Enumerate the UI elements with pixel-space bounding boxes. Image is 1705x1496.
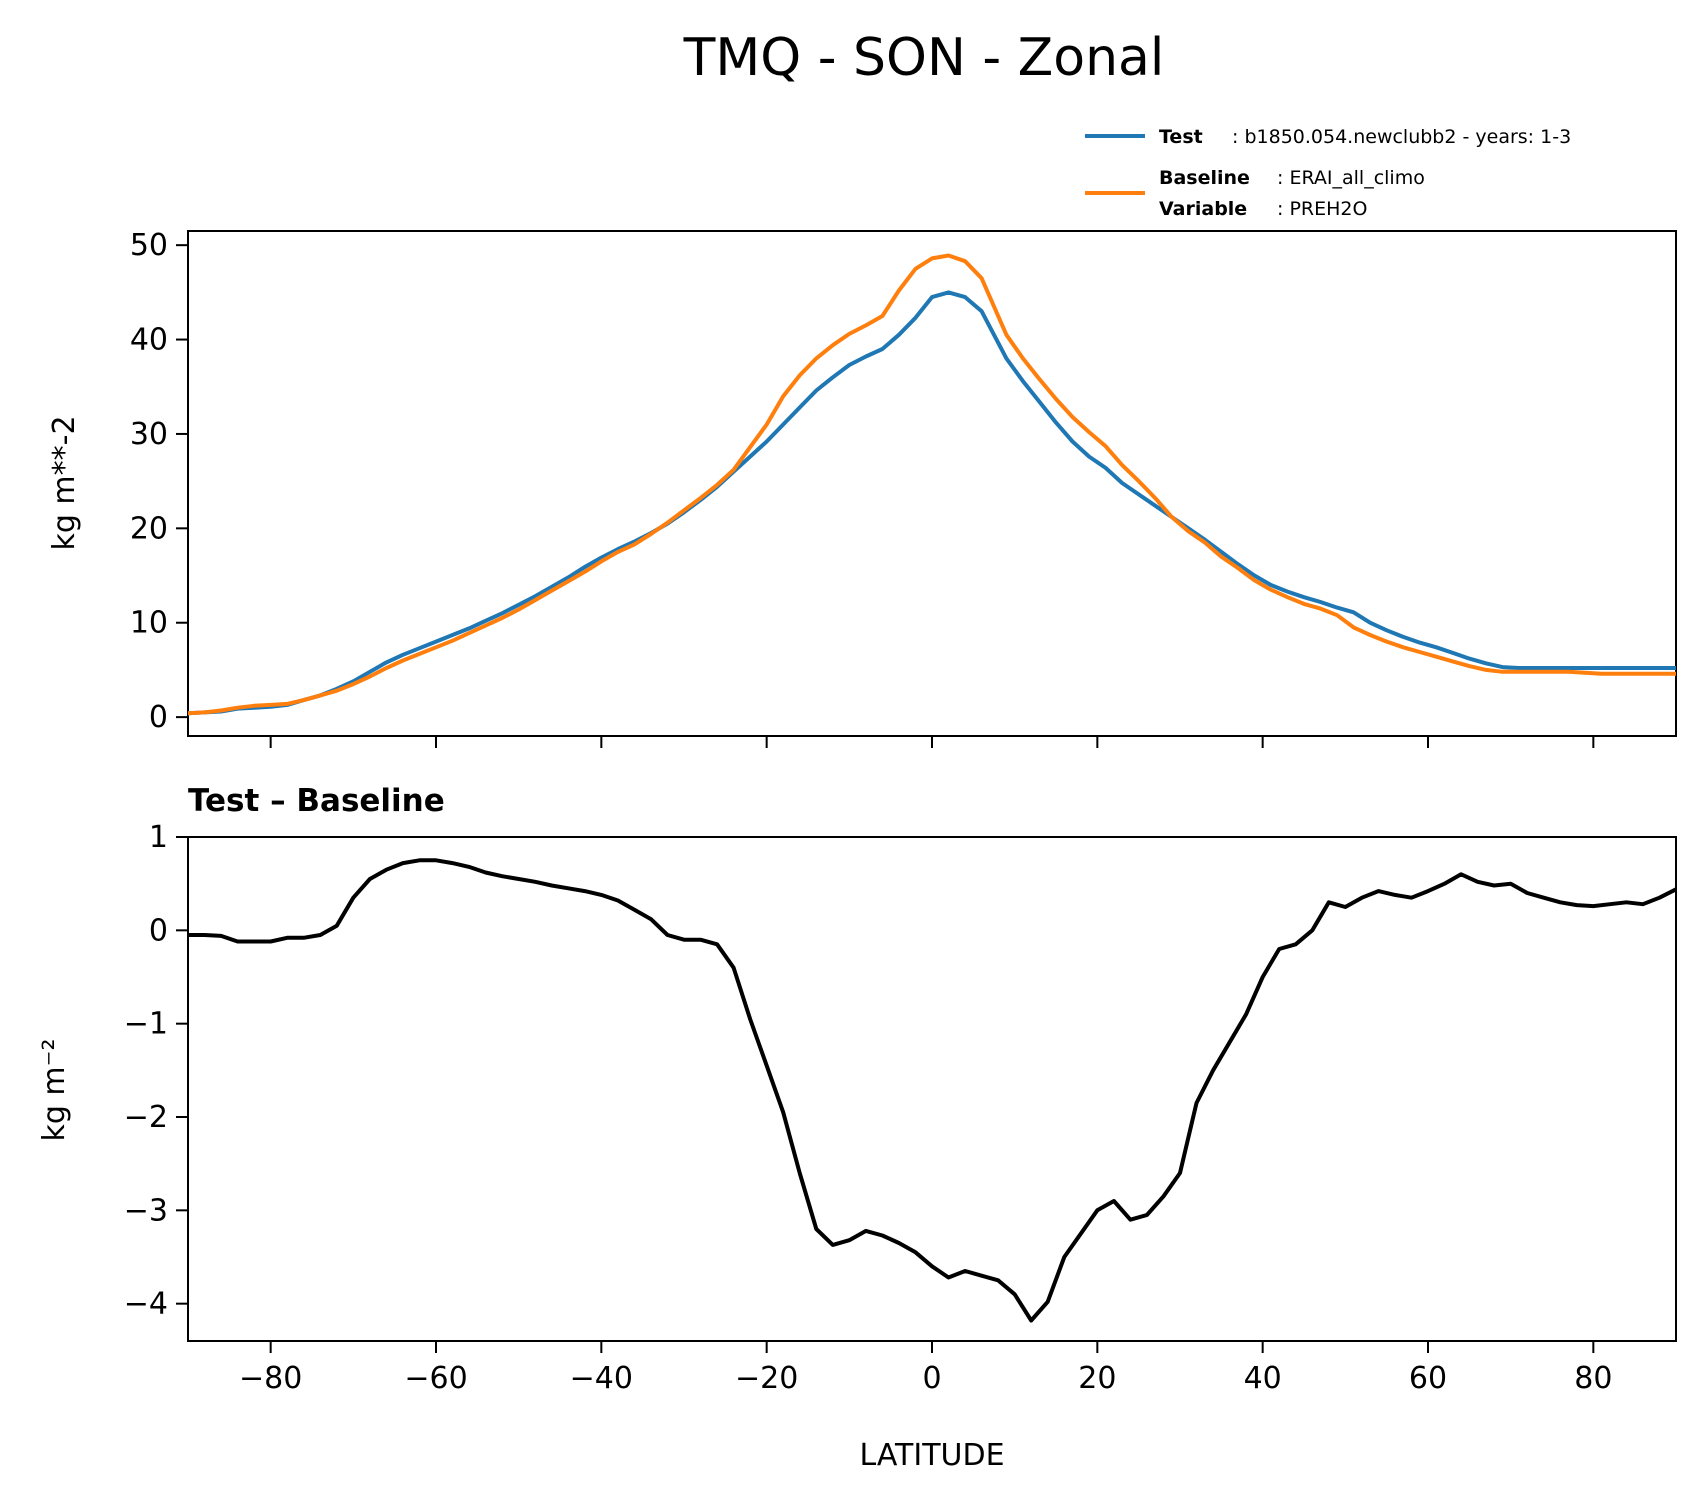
legend-test-key: Test xyxy=(1159,126,1203,148)
bottom-y-tick-label: 1 xyxy=(149,820,168,855)
bottom-x-tick-label: −40 xyxy=(570,1361,633,1396)
top-y-axis-label: kg m**-2 xyxy=(47,415,82,550)
bottom-x-tick-label: −20 xyxy=(735,1361,798,1396)
bottom-x-tick-label: −60 xyxy=(404,1361,467,1396)
top-y-tick-label: 40 xyxy=(130,323,168,358)
top-y-tick-label: 50 xyxy=(130,228,168,263)
x-axis-label: LATITUDE xyxy=(859,1438,1004,1473)
top-series-line-test xyxy=(187,290,1676,716)
bottom-x-tick-label: 0 xyxy=(922,1361,941,1396)
bottom-x-tick-label: 20 xyxy=(1078,1361,1116,1396)
bottom-panel: Test – Baseline −80 −60 −40 −20 0 20 40 60 80 1 0… xyxy=(37,783,1677,1473)
legend-baseline-text: ERAI_all_climo xyxy=(1289,167,1424,189)
top-y-ticks: 0 10 20 30 40 50 xyxy=(130,228,188,735)
bottom-x-tick-label: 80 xyxy=(1574,1361,1612,1396)
bottom-y-tick-label: −3 xyxy=(124,1193,168,1228)
top-x-ticks xyxy=(269,736,1595,748)
legend-variable-value: : PREH2O xyxy=(1277,198,1367,220)
bottom-x-tick-label: 60 xyxy=(1409,1361,1447,1396)
top-y-tick-label: 30 xyxy=(130,417,168,452)
bottom-y-tick-label: −4 xyxy=(124,1287,168,1322)
legend-baseline-colon: : xyxy=(1277,167,1289,189)
bottom-x-tick-label: −80 xyxy=(239,1361,302,1396)
legend-baseline-value: : ERAI_all_climo xyxy=(1277,167,1425,189)
bottom-y-tick-label: −1 xyxy=(124,1007,168,1042)
bottom-series-line-diff xyxy=(188,858,1677,1323)
top-y-tick-label: 0 xyxy=(149,700,168,735)
legend-variable-text: PREH2O xyxy=(1289,198,1367,220)
top-series-lines xyxy=(187,253,1676,716)
bottom-x-ticks: −80 −60 −40 −20 0 20 40 60 80 xyxy=(239,1341,1612,1396)
legend-variable-key: Variable xyxy=(1159,198,1247,220)
legend: Test : b1850.054.newclubb2 - years: 1-3 … xyxy=(1085,126,1571,220)
top-series-line-baseline xyxy=(187,253,1676,716)
bottom-x-tick-label: 40 xyxy=(1244,1361,1282,1396)
top-y-tick-label: 10 xyxy=(130,606,168,641)
bottom-series-lines xyxy=(188,858,1677,1323)
legend-variable-colon: : xyxy=(1277,198,1289,220)
top-y-tick-label: 20 xyxy=(130,511,168,546)
legend-test-colon: : xyxy=(1232,126,1244,148)
legend-baseline-key: Baseline xyxy=(1159,167,1250,189)
bottom-panel-title: Test – Baseline xyxy=(188,783,445,819)
bottom-y-axis-label: kg m⁻² xyxy=(37,1038,72,1141)
legend-test-value: : b1850.054.newclubb2 - years: 1-3 xyxy=(1232,126,1571,148)
bottom-y-ticks: 1 0 −1 −2 −3 −4 xyxy=(124,820,188,1322)
bottom-y-tick-label: 0 xyxy=(149,913,168,948)
top-panel: 0 10 20 30 40 50 kg m**-2 xyxy=(47,228,1677,748)
legend-test-text: b1850.054.newclubb2 - years: 1-3 xyxy=(1244,126,1571,148)
figure-title: TMQ - SON - Zonal xyxy=(683,28,1165,88)
bottom-y-tick-label: −2 xyxy=(124,1100,168,1135)
